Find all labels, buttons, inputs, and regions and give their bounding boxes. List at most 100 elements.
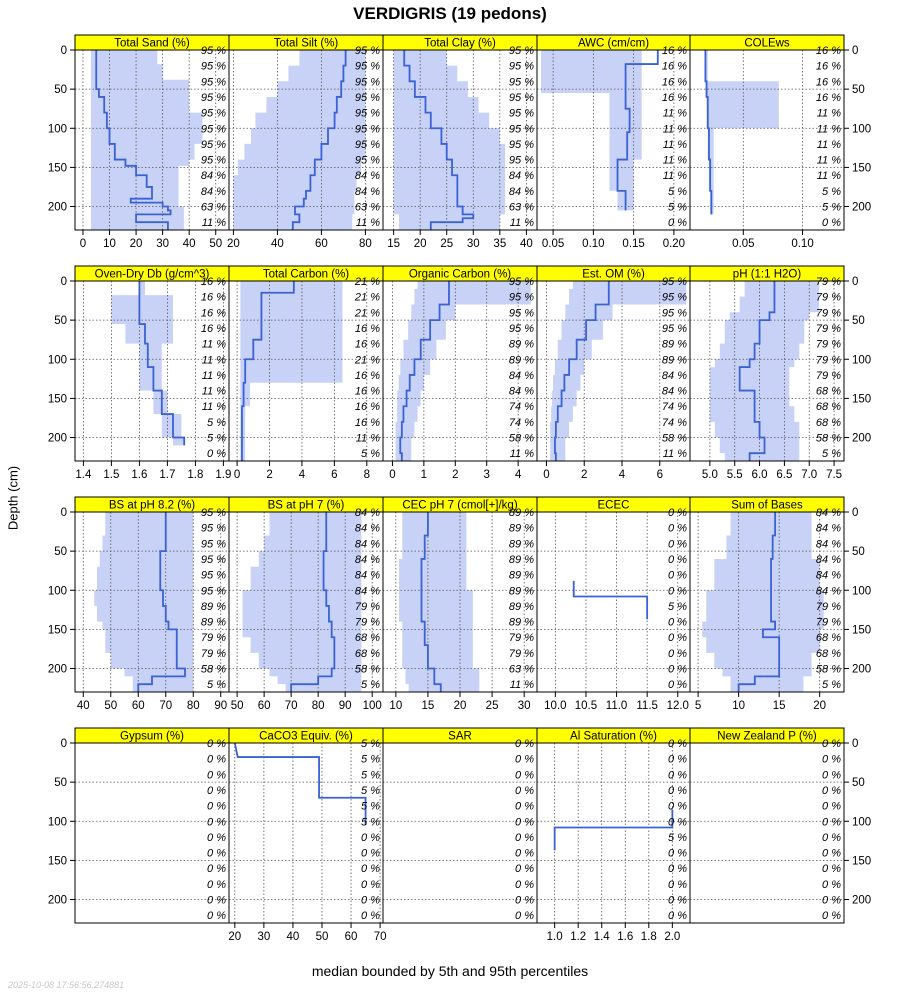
percent-label: 74 % (662, 401, 687, 413)
percent-label: 0 % (822, 832, 841, 844)
x-tick-label: 50 (316, 931, 329, 943)
percent-label: 84 % (816, 523, 841, 535)
percent-label: 89 % (509, 339, 534, 351)
percent-label: 0 % (207, 769, 226, 781)
percent-label: 0 % (515, 848, 534, 860)
y-tick-label: 50 (54, 315, 67, 327)
percent-label: 21 % (354, 307, 380, 319)
percent-label: 84 % (662, 370, 687, 382)
percent-label: 11 % (663, 139, 687, 151)
percent-label: 89 % (509, 507, 534, 519)
percent-label: 84 % (816, 570, 841, 582)
y-tick-label: 200 (852, 895, 871, 907)
panel-title: SAR (448, 731, 472, 743)
percent-label: 95 % (201, 92, 226, 104)
percent-label: 11 % (663, 170, 687, 182)
percent-label: 95 % (509, 139, 534, 151)
percentile-band (242, 512, 362, 692)
x-tick-label: 35 (493, 238, 506, 250)
percent-label: 5 % (361, 816, 380, 828)
percent-label: 0 % (361, 848, 380, 860)
percent-label: 0 % (361, 895, 380, 907)
percent-label: 0 % (668, 910, 687, 922)
percent-label: 5 % (207, 433, 226, 445)
panel-frame (689, 49, 845, 231)
x-tick-label: 10 (103, 238, 116, 250)
percent-label: 0 % (207, 738, 226, 750)
percent-label: 16 % (816, 45, 841, 57)
percent-label: 11 % (817, 139, 841, 151)
x-tick-label: 10 (389, 700, 402, 712)
percent-label: 11 % (356, 217, 380, 229)
percent-label: 5 % (361, 769, 380, 781)
x-axis-label: median bounded by 5th and 95th percentil… (311, 963, 589, 979)
median-line (403, 50, 475, 230)
x-tick-label: 50 (209, 238, 222, 250)
percent-label: 0 % (515, 832, 534, 844)
percent-label: 5 % (668, 832, 687, 844)
median-line (572, 580, 649, 620)
percentile-band (90, 50, 203, 230)
percent-label: 0 % (668, 570, 687, 582)
percent-label: 79 % (816, 617, 841, 629)
panel-title: Organic Carbon (%) (409, 269, 511, 281)
percent-label: 84 % (355, 570, 380, 582)
percent-label: 0 % (515, 801, 534, 813)
y-tick-label: 0 (61, 507, 67, 519)
percent-label: 0 % (515, 879, 534, 891)
y-tick-label: 150 (48, 393, 67, 405)
x-tick-label: 15 (773, 700, 786, 712)
percent-label: 0 % (668, 785, 687, 797)
percent-label: 89 % (509, 585, 534, 597)
x-tick-label: 70 (285, 700, 298, 712)
x-tick-label: 15 (422, 700, 435, 712)
percentile-band (709, 281, 820, 461)
percent-label: 16 % (662, 45, 687, 57)
percent-label: 79 % (509, 632, 534, 644)
percent-label: 16 % (662, 76, 687, 88)
x-tick-label: 90 (214, 700, 227, 712)
percent-label: 16 % (355, 386, 380, 398)
y-tick-label: 200 (852, 433, 871, 445)
percent-label: 95 % (201, 507, 226, 519)
percent-label: 95 % (509, 123, 534, 135)
x-tick-label: 20 (414, 238, 427, 250)
y-tick-label: 100 (852, 354, 871, 366)
panel-title: Total Silt (%) (274, 38, 339, 50)
median-line (241, 281, 295, 461)
percent-label: 79 % (355, 601, 380, 613)
x-tick-label: 6.0 (752, 469, 768, 481)
y-tick-label: 100 (48, 816, 67, 828)
percent-label: 84 % (816, 554, 841, 566)
percent-label: 79 % (201, 632, 226, 644)
x-tick-label: 25 (440, 238, 453, 250)
x-tick-label: 1.6 (131, 469, 147, 481)
percentile-band (94, 512, 194, 692)
percentile-band (541, 50, 642, 211)
percent-label: 79 % (816, 307, 841, 319)
percent-label: 11 % (202, 401, 226, 413)
x-tick-label: 60 (345, 931, 358, 943)
y-tick-label: 0 (61, 276, 67, 288)
percent-label: 84 % (509, 370, 534, 382)
percent-label: 84 % (355, 585, 380, 597)
percent-label: 5 % (822, 202, 841, 214)
panel-title: Est. OM (%) (582, 269, 645, 281)
y-tick-label: 50 (852, 84, 865, 96)
percent-label: 89 % (509, 354, 534, 366)
x-tick-label: 10.0 (544, 700, 566, 712)
median-line (137, 512, 186, 692)
x-tick-label: 25 (486, 700, 499, 712)
percent-label: 84 % (509, 386, 534, 398)
percent-label: 74 % (509, 401, 534, 413)
x-tick-label: 1.6 (617, 931, 633, 943)
percent-label: 0 % (668, 585, 687, 597)
chart-title: VERDIGRIS (19 pedons) (353, 4, 547, 23)
x-tick-label: 0 (543, 469, 549, 481)
x-tick-label: 40 (77, 700, 90, 712)
percent-label: 0 % (361, 910, 380, 922)
y-tick-label: 150 (852, 162, 871, 174)
percent-label: 0 % (822, 769, 841, 781)
percent-label: 5 % (207, 417, 226, 429)
percent-label: 11 % (817, 123, 841, 135)
